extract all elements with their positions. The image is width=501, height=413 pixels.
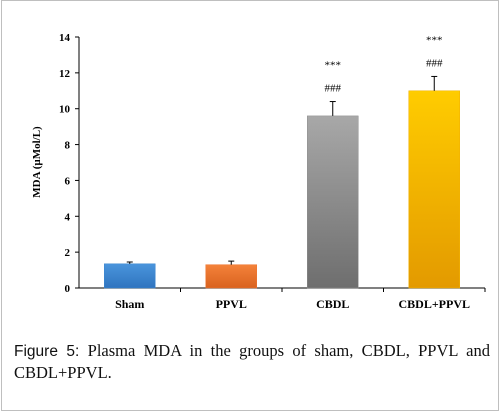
- y-tick-label: 8: [65, 140, 71, 152]
- bar-3: [408, 90, 460, 289]
- bar-chart: 0 2 4 6 8 10 12 14 Sham PPVL CBDL *** ### CBDL+PPVL *…: [31, 32, 486, 311]
- bar-2: [307, 115, 359, 289]
- significance-stars: ***: [325, 60, 342, 72]
- y-tick-label: 14: [59, 32, 71, 44]
- y-tick-label: 12: [59, 68, 71, 80]
- bar-1: [205, 264, 257, 289]
- category-label: Sham: [115, 297, 144, 311]
- figure-caption: Figure 5: Plasma MDA in the groups of sh…: [14, 340, 490, 383]
- caption-text: Plasma MDA in the groups of sham, CBDL, …: [14, 341, 490, 382]
- y-axis-label: MDA (µMol/L): [31, 126, 43, 198]
- y-tick-label: 2: [65, 247, 71, 259]
- category-label: PPVL: [216, 297, 247, 311]
- significance-hashes: ###: [426, 57, 443, 69]
- significance-stars: ***: [426, 34, 443, 46]
- y-tick-label: 6: [65, 175, 71, 187]
- caption-label: Figure 5:: [14, 343, 80, 360]
- bars: Sham PPVL CBDL *** ### CBDL+PPVL *** ###: [104, 34, 470, 311]
- bar-0: [104, 263, 156, 289]
- y-tick-label: 0: [65, 283, 71, 295]
- y-tick-label: 4: [65, 211, 71, 223]
- category-label: CBDL+PPVL: [398, 297, 470, 311]
- significance-hashes: ###: [325, 83, 342, 95]
- y-tick-label: 10: [59, 104, 71, 116]
- category-label: CBDL: [316, 297, 349, 311]
